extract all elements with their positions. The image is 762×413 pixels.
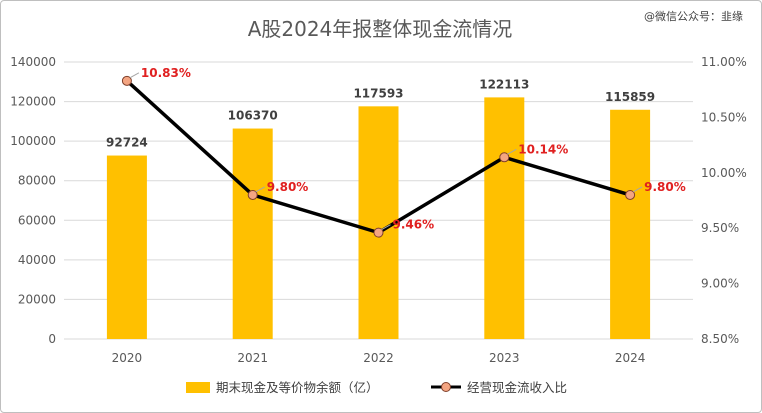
- legend: 期末现金及等价物余额（亿） 经营现金流收入比: [186, 380, 567, 395]
- legend-swatch-marker: [441, 382, 451, 392]
- legend-label-line: 经营现金流收入比: [467, 380, 567, 395]
- line-point: [625, 189, 636, 200]
- left-tick-label: 20000: [18, 292, 56, 306]
- bar-series: 92724 106370 117593 122113 115859: [106, 77, 655, 339]
- left-tick-label: 40000: [18, 253, 56, 267]
- right-tick-label: 11.00%: [701, 55, 747, 69]
- left-tick-label: 100000: [10, 134, 56, 148]
- x-tick-label: 2020: [112, 351, 143, 365]
- bar-value-label: 92724: [106, 136, 148, 150]
- line-value-label: 10.14%: [518, 142, 568, 156]
- left-tick-label: 120000: [10, 95, 56, 109]
- bar-value-label: 106370: [228, 109, 278, 123]
- line-point: [373, 227, 384, 238]
- legend-swatch-bar: [186, 382, 210, 393]
- line-label-leader: [632, 186, 643, 193]
- line-point: [121, 75, 132, 86]
- watermark: @微信公众号：韭缘: [644, 9, 743, 23]
- right-tick-label: 10.50%: [701, 110, 747, 124]
- bar-value-label: 122113: [479, 77, 529, 91]
- left-axis-ticks: 0 20000 40000 60000 80000 100000 120000 140000: [10, 55, 56, 346]
- line-value-label: 9.46%: [393, 218, 435, 232]
- line-label-leader: [381, 224, 391, 231]
- x-tick-label: 2021: [237, 351, 268, 365]
- bar: [106, 155, 147, 339]
- line-point: [247, 189, 258, 200]
- left-tick-label: 140000: [10, 55, 56, 69]
- bar: [610, 109, 651, 339]
- bar: [484, 97, 525, 339]
- line-value-label: 9.80%: [644, 180, 686, 194]
- left-tick-label: 80000: [18, 174, 56, 188]
- line-value-label: 9.80%: [267, 180, 309, 194]
- line-label-leader: [507, 148, 517, 155]
- right-tick-label: 9.50%: [701, 221, 739, 235]
- x-tick-label: 2024: [615, 351, 646, 365]
- right-axis-ticks: 8.50% 9.00% 9.50% 10.00% 10.50% 11.00%: [701, 55, 747, 346]
- legend-label-bar: 期末现金及等价物余额（亿）: [216, 380, 379, 395]
- right-tick-label: 10.00%: [701, 166, 747, 180]
- x-axis-ticks: 2020 2021 2022 2023 2024: [112, 351, 646, 365]
- bar-value-label: 115859: [605, 90, 655, 104]
- line-label-leader: [129, 72, 140, 79]
- right-tick-label: 9.00%: [701, 277, 739, 291]
- line-point: [499, 152, 510, 163]
- chart-title: A股2024年报整体现金流情况: [248, 17, 513, 41]
- line-label-leader: [255, 186, 265, 193]
- x-tick-label: 2023: [489, 351, 520, 365]
- bar-value-label: 117593: [353, 86, 403, 100]
- x-tick-label: 2022: [363, 351, 394, 365]
- line-series: 10.83% 9.80% 9.46% 10.14% 9.80%: [121, 66, 686, 238]
- left-tick-label: 60000: [18, 213, 56, 227]
- bar: [232, 128, 273, 339]
- left-tick-label: 0: [48, 332, 56, 346]
- right-tick-label: 8.50%: [701, 332, 739, 346]
- line-value-label: 10.83%: [141, 66, 191, 80]
